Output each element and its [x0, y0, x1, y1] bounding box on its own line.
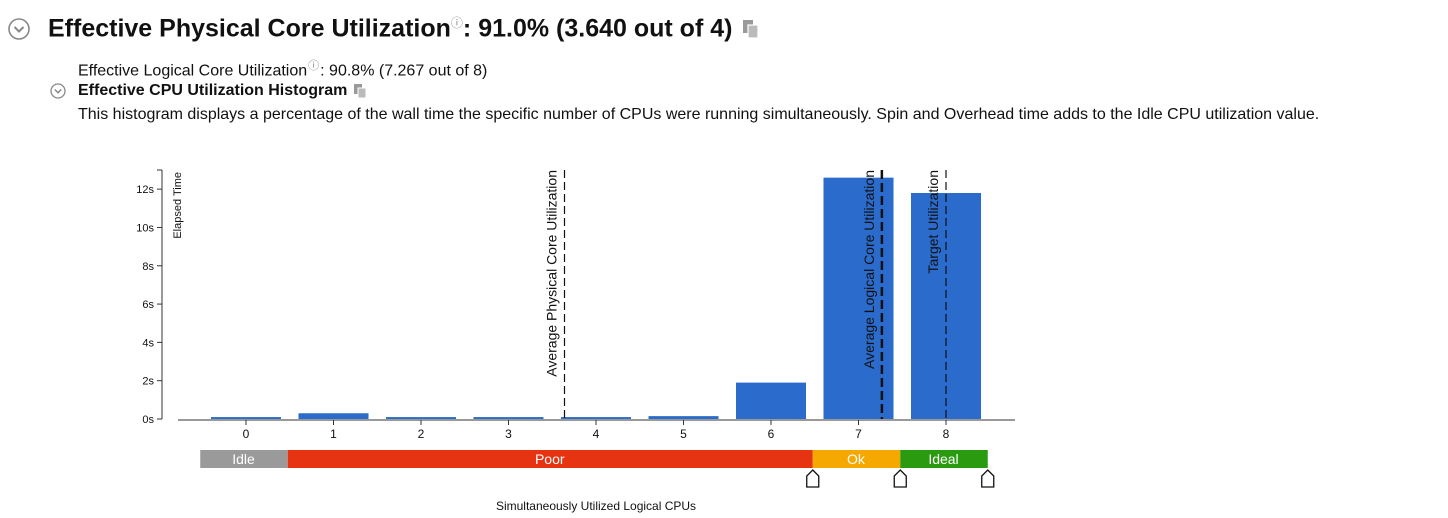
x-tick-label: 2 — [418, 427, 425, 441]
logical-value: : 90.8% (7.267 out of 8) — [320, 62, 488, 80]
band-poor — [287, 450, 813, 468]
y-tick-label: 0s — [142, 414, 154, 426]
bar-4[interactable] — [561, 417, 631, 419]
y-axis-label: Elapsed Time — [172, 172, 184, 239]
logical-label: Effective Logical Core Utilization — [78, 62, 308, 80]
copy-icon[interactable] — [742, 19, 760, 39]
metric-title: Effective Physical Core Utilization — [48, 14, 451, 43]
help-icon[interactable]: ⓘ — [308, 60, 320, 72]
x-tick-label: 0 — [243, 427, 250, 441]
band-label: Idle — [232, 451, 255, 467]
y-tick-label: 10s — [136, 222, 154, 234]
reference-line-label: Average Logical Core Utilization — [861, 170, 877, 369]
x-tick-label: 4 — [593, 427, 600, 441]
band-idle — [200, 450, 288, 468]
page-title: Effective Physical Core Utilizationⓘ: 91… — [48, 14, 732, 43]
x-tick-label: 8 — [943, 427, 950, 441]
reference-line-label: Average Physical Core Utilization — [544, 170, 560, 377]
x-tick-label: 6 — [768, 427, 775, 441]
bar-2[interactable] — [386, 417, 456, 419]
y-tick-label: 6s — [142, 299, 154, 311]
cpu-utilization-histogram: 0s 2s 4s 6s 8s 10s 12s Elapsed Time 0 1 2 3 4 5 6 7 8 Ave… — [136, 169, 1015, 513]
logical-core-utilization: Effective Logical Core Utilizationⓘ: 90.… — [78, 57, 487, 80]
x-tick-label: 5 — [680, 427, 687, 441]
band-ok — [812, 450, 901, 468]
threshold-handle[interactable] — [981, 469, 995, 488]
threshold-handle[interactable] — [806, 469, 820, 488]
copy-icon[interactable] — [353, 83, 367, 99]
y-tick-label: 2s — [142, 376, 154, 388]
histogram-title: Effective CPU Utilization Histogram — [78, 82, 348, 99]
x-tick-label: 1 — [330, 427, 337, 441]
collapse-toggle-icon[interactable] — [8, 17, 30, 40]
histogram-header: Effective CPU Utilization Histogram — [50, 82, 367, 100]
summary-header: Effective Physical Core Utilizationⓘ: 91… — [8, 14, 760, 43]
bar-5[interactable] — [648, 416, 719, 419]
histogram-description: This histogram displays a percentage of … — [78, 106, 1320, 123]
band-label: Ok — [847, 451, 866, 467]
bar-3[interactable] — [473, 417, 544, 419]
collapse-toggle-icon[interactable] — [50, 83, 66, 99]
bar-6[interactable] — [736, 382, 806, 419]
band-label: Ideal — [928, 451, 958, 467]
x-tick-label: 7 — [855, 427, 862, 441]
band-label: Poor — [535, 451, 565, 467]
y-tick-label: 8s — [142, 261, 154, 273]
y-tick-label: 4s — [142, 337, 154, 349]
help-icon[interactable]: ⓘ — [450, 16, 463, 30]
reference-line-label: Target Utilization — [925, 170, 941, 274]
band-ideal — [900, 450, 988, 468]
metric-value: : 91.0% (3.640 out of 4) — [462, 14, 733, 43]
threshold-handle[interactable] — [893, 469, 907, 488]
x-tick-label: 3 — [505, 427, 512, 441]
bar-0[interactable] — [211, 417, 281, 419]
bar-1[interactable] — [298, 413, 369, 419]
y-tick-label: 12s — [136, 184, 154, 196]
x-axis-label: Simultaneously Utilized Logical CPUs — [496, 499, 696, 513]
